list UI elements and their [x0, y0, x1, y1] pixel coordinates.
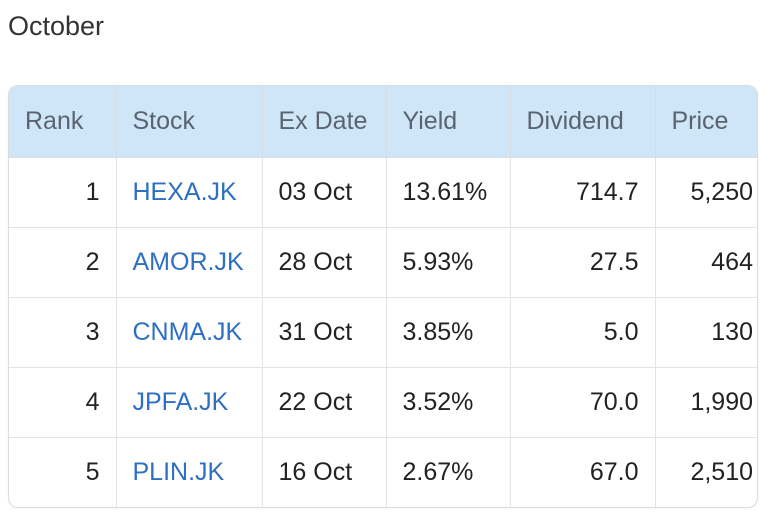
- rank-cell: 4: [9, 367, 117, 438]
- table-row: 5 PLIN.JK 16 Oct 2.67% 67.0 2,510: [9, 437, 757, 507]
- header-row: Rank Stock Ex Date Yield Dividend Price: [9, 86, 757, 158]
- ex-date-cell: 03 Oct: [262, 157, 387, 228]
- table-row: 2 AMOR.JK 28 Oct 5.93% 27.5 464: [9, 227, 757, 298]
- price-cell: 2,510: [690, 458, 753, 486]
- stock-cell: JPFA.JK: [116, 367, 263, 438]
- dividend-cell: 70.0: [510, 367, 656, 438]
- rank-cell: 3: [9, 297, 117, 368]
- stock-link[interactable]: AMOR.JK: [132, 248, 244, 276]
- column-header-price[interactable]: Price: [655, 86, 757, 158]
- dividend-cell: 714.7: [510, 157, 656, 228]
- dividend-cell: 27.5: [510, 227, 656, 298]
- rank-cell: 2: [9, 227, 117, 298]
- column-header-stock[interactable]: Stock: [116, 86, 263, 158]
- dividend-table: Rank Stock Ex Date Yield Dividend Price …: [9, 86, 757, 507]
- stock-cell: CNMA.JK: [116, 297, 263, 368]
- dividend-cell: 5.0: [510, 297, 656, 368]
- stock-cell: PLIN.JK: [116, 437, 263, 507]
- column-header-rank[interactable]: Rank: [9, 86, 117, 158]
- stock-link[interactable]: PLIN.JK: [132, 458, 225, 486]
- page-title: October: [8, 11, 105, 41]
- price-cell: 464: [655, 227, 757, 298]
- ex-date-cell: 22 Oct: [262, 367, 387, 438]
- yield-cell: 3.85%: [386, 297, 511, 368]
- table-row: 3 CNMA.JK 31 Oct 3.85% 5.0 130: [9, 297, 757, 368]
- table-body: 1 HEXA.JK 03 Oct 13.61% 714.7 5,250 2 AM…: [9, 157, 757, 507]
- dividend-table-container: Rank Stock Ex Date Yield Dividend Price …: [8, 85, 758, 508]
- ex-date-cell: 31 Oct: [262, 297, 387, 368]
- yield-cell: 5.93%: [386, 227, 511, 298]
- column-header-dividend[interactable]: Dividend: [510, 86, 656, 158]
- table-header: Rank Stock Ex Date Yield Dividend Price: [9, 86, 757, 158]
- price-cell: 130: [655, 297, 757, 368]
- table-row: 4 JPFA.JK 22 Oct 3.52% 70.0 1,990: [9, 367, 757, 438]
- yield-cell: 13.61%: [386, 157, 511, 228]
- table-row: 1 HEXA.JK 03 Oct 13.61% 714.7 5,250: [9, 157, 757, 228]
- stock-cell: AMOR.JK: [116, 227, 263, 298]
- stock-link[interactable]: JPFA.JK: [132, 388, 229, 416]
- dividend-cell: 67.0: [510, 437, 656, 507]
- stock-link[interactable]: HEXA.JK: [132, 178, 237, 206]
- stock-cell: HEXA.JK: [116, 157, 263, 228]
- rank-cell: 1: [9, 157, 117, 228]
- yield-cell: 2.67%: [386, 437, 511, 507]
- column-header-ex-date[interactable]: Ex Date: [262, 86, 387, 158]
- yield-cell: 3.52%: [386, 367, 511, 438]
- price-cell: 1,990: [655, 367, 757, 438]
- ex-date-cell: 28 Oct: [262, 227, 387, 298]
- price-cell: 5,250: [655, 157, 757, 228]
- rank-cell: 5: [9, 437, 117, 507]
- column-header-yield[interactable]: Yield: [386, 86, 511, 158]
- ex-date-cell: 16 Oct: [262, 437, 387, 507]
- stock-link[interactable]: CNMA.JK: [132, 318, 243, 346]
